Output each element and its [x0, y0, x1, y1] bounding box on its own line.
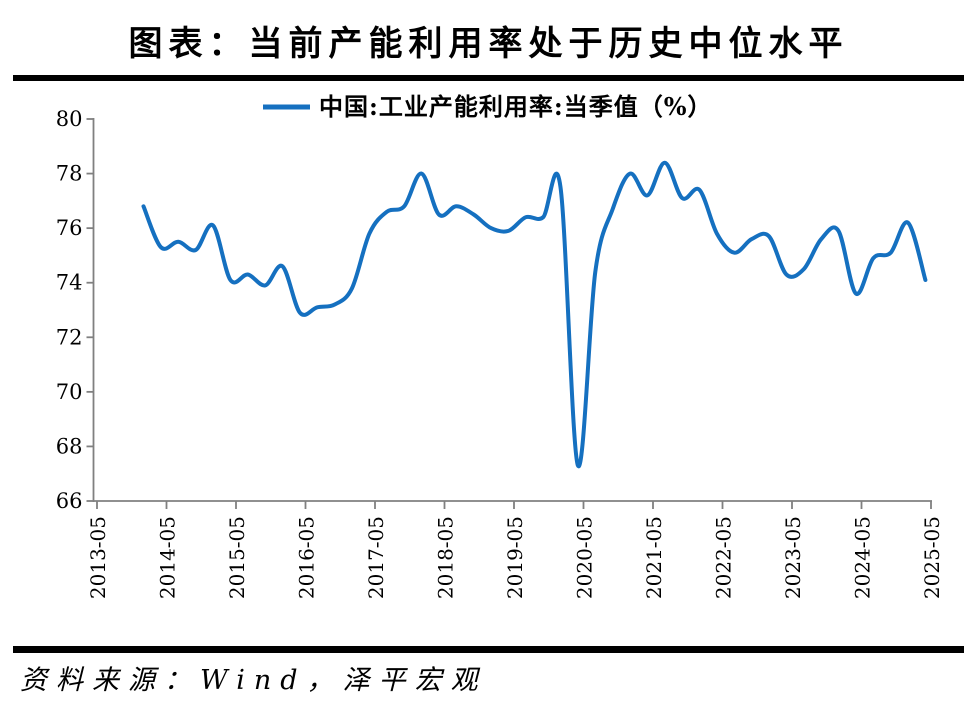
y-axis-tick-label: 70 [56, 380, 83, 404]
x-axis-tick-label: 2024-05 [851, 516, 875, 599]
x-axis-tick-label: 2017-05 [364, 516, 388, 599]
x-axis-tick-label: 2019-05 [503, 516, 527, 599]
y-axis-tick-label: 76 [56, 216, 83, 240]
legend-label: 中国:工业产能利用率:当季值（%） [319, 92, 713, 121]
bottom-divider [13, 646, 964, 653]
y-axis-tick-label: 68 [56, 434, 83, 458]
x-axis-tick-label: 2018-05 [434, 516, 458, 599]
chart-title: 图表：当前产能利用率处于历史中位水平 [128, 24, 849, 64]
legend: 中国:工业产能利用率:当季值（%） [263, 92, 713, 121]
y-axis-tick-label: 72 [56, 325, 83, 349]
source-note: 资料来源：Wind，泽平宏观 [20, 665, 487, 696]
y-axis-tick-label: 74 [56, 271, 83, 295]
x-axis-tick-label: 2022-05 [712, 516, 736, 599]
x-axis-tick-label: 2023-05 [781, 516, 805, 599]
x-axis-tick-label: 2021-05 [642, 516, 666, 599]
capacity-utilization-series-line [141, 160, 928, 469]
data-series [141, 160, 928, 469]
x-axis-tick-label: 2014-05 [156, 516, 180, 599]
top-divider [13, 75, 964, 81]
x-axis-tick-label: 2016-05 [295, 516, 319, 599]
y-axis-tick-label: 66 [56, 489, 83, 513]
x-axis-tick-label: 2015-05 [225, 516, 249, 599]
x-axis-tick-label: 2013-05 [86, 516, 110, 599]
y-axis-tick-label: 78 [56, 162, 83, 186]
x-axis-tick-label: 2025-05 [920, 516, 944, 599]
y-axis-tick-label: 80 [56, 107, 83, 131]
x-axis-tick-label: 2020-05 [573, 516, 597, 599]
